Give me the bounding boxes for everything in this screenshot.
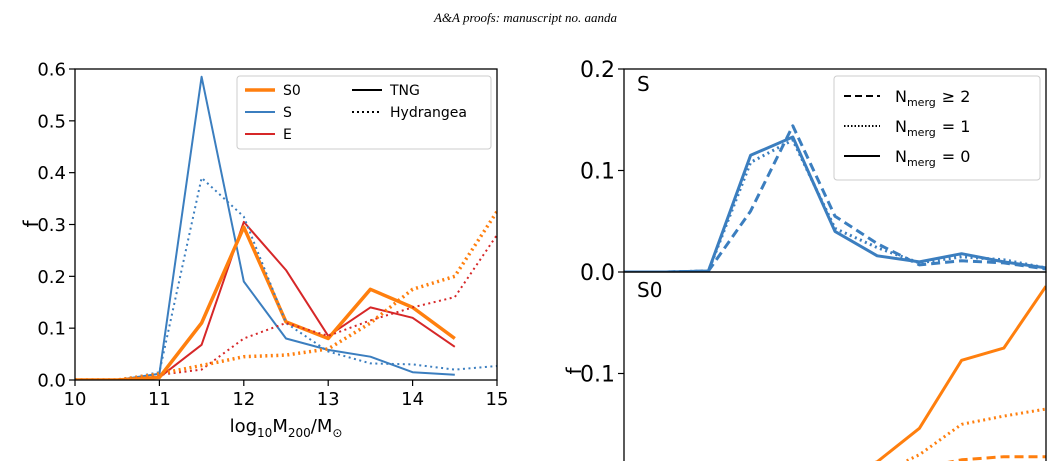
legend-label-e: E [283, 127, 292, 143]
nmerg2-rel: ≥ 2 [942, 87, 971, 106]
left-xlabel: log10M200/M⊙ [230, 416, 343, 440]
nmerg1-main: N [895, 117, 907, 136]
left-ylabel: f [19, 220, 43, 228]
xlabel-tail: /M [311, 416, 333, 437]
left-series-line-0 [75, 75, 455, 380]
left-axes-frame [74, 68, 498, 381]
left-ticks-group: 0.0 0.1 0.2 0.3 0.4 0.5 0.6 10 11 12 13 14 15 [37, 59, 508, 410]
left-panel: 0.00.10.20.30.40.50.610 11 12 13 14 15 f log1… [19, 59, 508, 440]
s-series-line-2 [624, 124, 1046, 272]
left-ytick-label-4: 0.4 [37, 163, 66, 184]
legend-label-nmerg1: Nmerg = 1 [895, 117, 970, 139]
xlabel-base: log [230, 416, 257, 437]
s0-axes-frame [623, 271, 1047, 461]
s-series-group [624, 124, 1046, 272]
legend-label-hydrangea: Hydrangea [390, 105, 467, 121]
left-xtick-label-5: 15 [486, 389, 509, 410]
left-series-line-5 [75, 210, 497, 380]
nmerg0-sub: merg [907, 156, 936, 169]
s-ticks-group: 0.0 0.1 0.2 [580, 58, 624, 286]
s-ytick-label-1: 0.1 [580, 159, 615, 184]
s-ytick-label-2: 0.2 [580, 58, 615, 83]
s-ytick-label-0: 0.0 [580, 261, 615, 286]
legend-label-tng: TNG [389, 83, 420, 99]
nmerg1-rel: = 1 [942, 117, 971, 136]
left-series-group [75, 75, 497, 380]
s0-series-line-1 [902, 407, 1046, 461]
s0-ticks-group: 0.1 [580, 362, 624, 387]
s0-series-line-0 [874, 285, 1046, 461]
left-xtick-label-1: 11 [148, 389, 171, 410]
nmerg2-sub: merg [907, 96, 936, 109]
left-ytick-label-2: 0.2 [37, 267, 66, 288]
page-header: A&A proofs: manuscript no. aanda [433, 10, 618, 25]
left-xtick-label-0: 10 [64, 389, 87, 410]
legend-label-nmerg2: Nmerg ≥ 2 [895, 87, 970, 109]
left-xtick-label-4: 14 [401, 389, 424, 410]
left-series-line-3 [75, 176, 497, 380]
nmerg0-main: N [895, 147, 907, 166]
s0-series-line-2 [947, 455, 1046, 461]
right-ylabel: f [562, 367, 586, 375]
left-xtick-label-2: 12 [232, 389, 255, 410]
right-top-panel: 0.0 0.1 0.2 S Nmerg ≥ 2 Nmerg = 1 Nmerg = 0 [580, 58, 1047, 286]
legend-label-s: S [283, 105, 292, 121]
right-bottom-panel: 0.1 S0 f [562, 271, 1047, 461]
xlabel-sub1: 10 [257, 426, 272, 440]
s-series-line-1 [624, 138, 1046, 272]
s-legend-box [833, 75, 1041, 181]
s-legend: Nmerg ≥ 2 Nmerg = 1 Nmerg = 0 [833, 75, 1041, 181]
left-ytick-label-5: 0.5 [37, 111, 66, 132]
nmerg0-rel: = 0 [942, 147, 971, 166]
s-panel-label: S [637, 72, 650, 96]
nmerg2-main: N [895, 87, 907, 106]
s0-series-group [874, 285, 1046, 461]
legend-label-s0: S0 [283, 83, 301, 99]
left-ytick-label-6: 0.6 [37, 59, 66, 80]
legend-label-nmerg0: Nmerg = 0 [895, 147, 970, 169]
left-ytick-label-0: 0.0 [37, 370, 66, 391]
s0-panel-label: S0 [637, 278, 662, 302]
xlabel-sub3: ⊙ [332, 426, 342, 440]
left-legend: S0 S E TNG Hydrangea [236, 75, 492, 150]
xlabel-sub2: 200 [288, 426, 311, 440]
nmerg1-sub: merg [907, 126, 936, 139]
left-ytick-label-3: 0.3 [37, 215, 66, 236]
left-series-line-2 [75, 225, 456, 380]
left-xtick-label-3: 13 [317, 389, 340, 410]
s0-ytick-label-0: 0.1 [580, 362, 615, 387]
left-ytick-label-1: 0.1 [37, 319, 66, 340]
left-series-line-4 [75, 234, 497, 380]
xlabel-mid: M [272, 416, 288, 437]
